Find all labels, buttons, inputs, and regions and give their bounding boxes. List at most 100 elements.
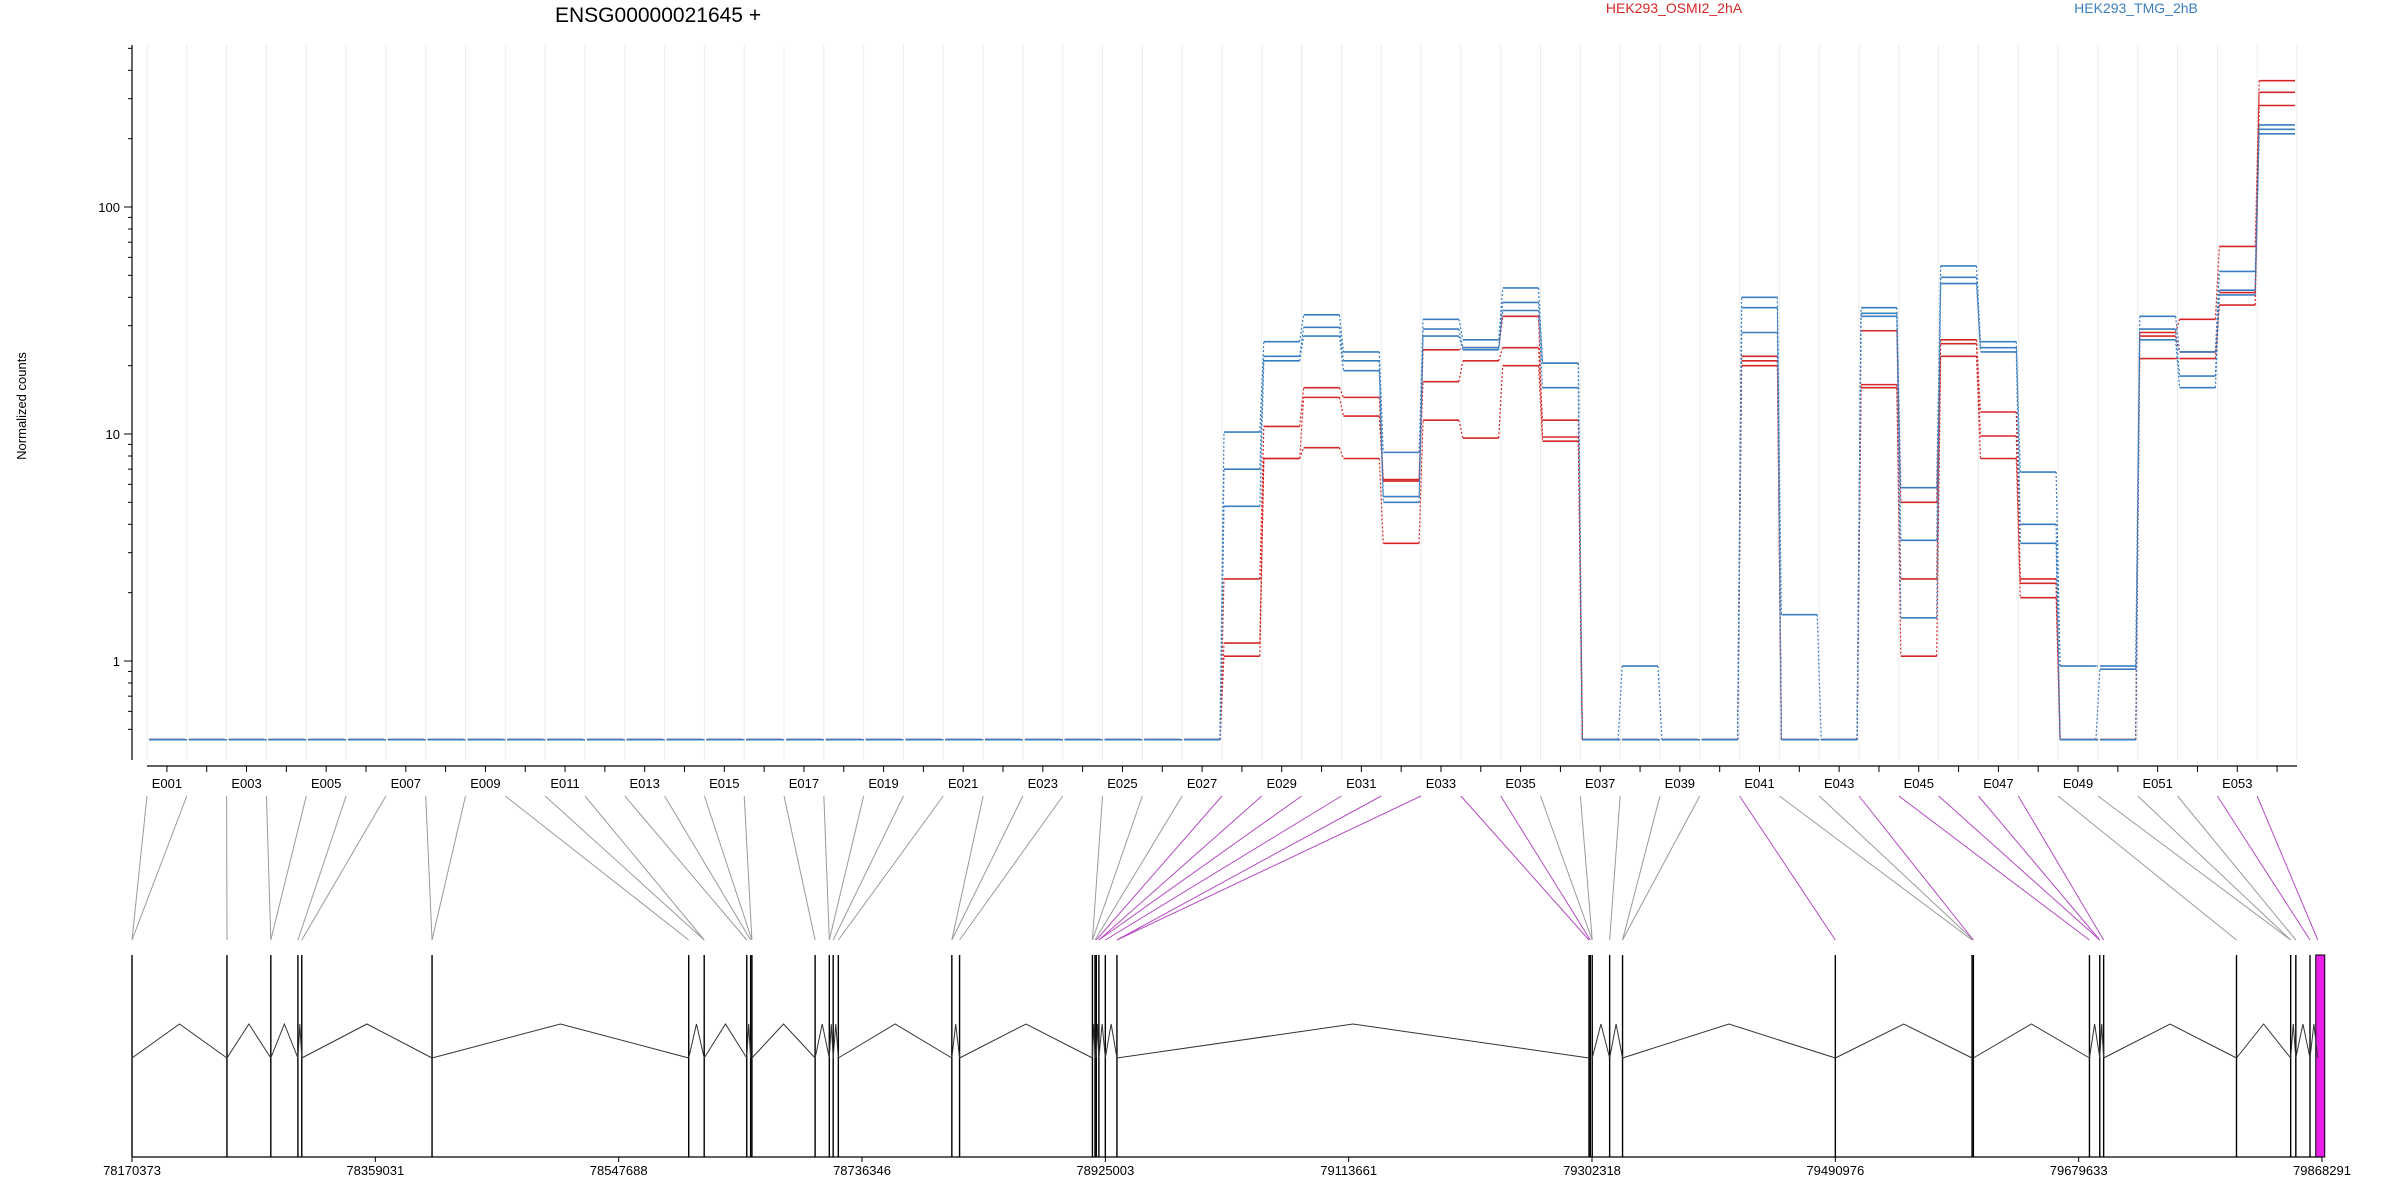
connector-highlight	[1116, 795, 1382, 941]
connector	[1091, 795, 1143, 941]
x-axis: E001 E003 E005 E007 E009 E011 E013 E015 E017 E019…	[152, 766, 2278, 791]
x-tick-label: E053	[2222, 776, 2252, 791]
connector-highlight	[1858, 795, 1974, 941]
connector	[664, 795, 752, 941]
intron-chevron	[2236, 1023, 2292, 1059]
x-tick-label: E041	[1744, 776, 1774, 791]
x-tick-label: E005	[311, 776, 341, 791]
coordinate-label: 79868291	[2293, 1163, 2351, 1178]
intron-chevron	[688, 1023, 705, 1059]
connector	[1609, 795, 1621, 941]
intron-chevron	[226, 1023, 272, 1059]
exon-connectors	[131, 795, 2319, 941]
intron-chevron	[703, 1023, 748, 1059]
connector	[624, 795, 748, 941]
connector	[1818, 795, 1974, 941]
connector-highlight	[1105, 795, 1342, 941]
x-tick-label: E019	[868, 776, 898, 791]
x-tick-label: E051	[2142, 776, 2172, 791]
x-tick-label: E017	[789, 776, 819, 791]
coordinate-label: 78736346	[833, 1163, 891, 1178]
x-tick-label: E009	[470, 776, 500, 791]
connector	[301, 795, 387, 941]
x-tick-label: E029	[1267, 776, 1297, 791]
connector	[832, 795, 904, 941]
connector	[1779, 795, 1973, 941]
intron-chevron	[959, 1023, 1093, 1059]
intron-chevron	[2103, 1023, 2237, 1059]
connector	[431, 795, 467, 941]
intron-chevron	[951, 1023, 961, 1059]
intron-chevron	[838, 1023, 953, 1059]
coordinate-label: 78170373	[103, 1163, 161, 1178]
connector	[951, 795, 984, 941]
x-tick-label: E033	[1426, 776, 1456, 791]
intron-chevron	[1622, 1023, 1836, 1059]
connector	[1094, 795, 1183, 941]
x-tick-label: E035	[1505, 776, 1535, 791]
connector-highlight	[1095, 795, 1223, 941]
x-tick-label: E039	[1665, 776, 1695, 791]
connector-highlight	[1500, 795, 1591, 941]
intron-chevron	[1098, 1023, 1106, 1059]
intron-chevron	[270, 1022, 299, 1059]
intron-chevron	[1116, 1023, 1590, 1059]
x-tick-label: E015	[709, 776, 739, 791]
intron-chevron	[431, 1023, 689, 1059]
connector-highlight	[1938, 795, 2101, 941]
x-tick-label: E049	[2063, 776, 2093, 791]
intron-chevron	[1095, 1023, 1100, 1059]
chart-title: ENSG00000021645 +	[555, 4, 761, 27]
connector	[823, 795, 830, 941]
x-tick-label: E045	[1904, 776, 1934, 791]
connector	[297, 795, 347, 941]
series-6	[149, 124, 2295, 741]
connector-highlight	[1098, 795, 1263, 941]
intron-chevron	[1973, 1023, 2090, 1059]
intron-chevron	[2088, 1023, 2101, 1059]
connector	[131, 795, 188, 941]
connector	[2137, 795, 2292, 941]
x-tick-label: E021	[948, 776, 978, 791]
y-axis: 1 10 100	[98, 47, 132, 730]
connector	[2057, 795, 2237, 941]
coordinate-label: 79679633	[2050, 1163, 2108, 1178]
coordinate-label: 78547688	[590, 1163, 648, 1178]
connector	[1091, 795, 1104, 941]
coordinate-axis: 78170373 78359031 78547688 78736346 78925003…	[103, 1157, 2351, 1178]
intron-chevron	[1091, 1023, 1096, 1059]
x-tick-label: E027	[1187, 776, 1217, 791]
series-lines	[149, 79, 2295, 741]
connector	[131, 795, 148, 941]
connector-highlight	[2216, 795, 2311, 941]
x-tick-label: E003	[231, 776, 261, 791]
connector-highlight	[1978, 795, 2101, 941]
x-tick-label: E001	[152, 776, 182, 791]
connector	[783, 795, 816, 941]
x-tick-label: E007	[391, 776, 421, 791]
series-connector	[184, 124, 2260, 741]
connector-highlight	[2017, 795, 2105, 941]
y-tick-label: 100	[98, 200, 120, 215]
intron-chevron	[297, 1023, 303, 1059]
coordinate-label: 79113661	[1320, 1163, 1377, 1178]
intron-chevron	[301, 1023, 433, 1059]
connector-highlight	[2256, 795, 2319, 941]
coordinate-label: 78925003	[1076, 1163, 1134, 1178]
x-tick-label: E037	[1585, 776, 1615, 791]
intron-chevron	[1835, 1023, 1973, 1059]
exon-grid	[146, 45, 2298, 760]
connector	[425, 795, 433, 941]
legend-label-tmg: HEK293_TMG_2hB	[2074, 0, 2198, 16]
connector-highlight	[1739, 795, 1836, 941]
x-tick-label: E025	[1107, 776, 1137, 791]
connector	[1579, 795, 1593, 941]
x-tick-label: E023	[1028, 776, 1058, 791]
intron-chevron	[814, 1023, 830, 1059]
y-tick-label: 10	[106, 427, 120, 442]
intron-chevron	[1591, 1023, 1611, 1059]
intron-chevron	[832, 1023, 839, 1059]
connector	[505, 795, 690, 941]
connector	[1540, 795, 1593, 941]
